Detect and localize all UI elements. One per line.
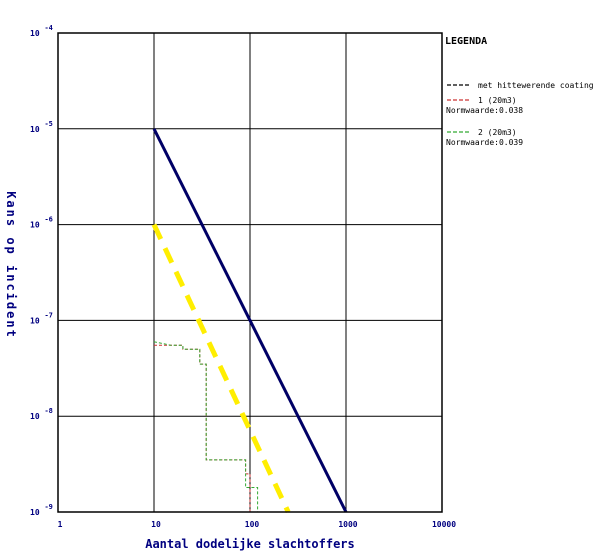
- y-axis-ticks: 10 -4 10 -5 10 -6 10 -7 10 -8 10 -9: [30, 24, 53, 517]
- y-axis-title: Kans op incident: [4, 191, 18, 339]
- legend-label: met hittewerende coating: [478, 81, 594, 90]
- y-tick-label: 10 -6: [30, 216, 53, 230]
- legend-label: 1 (20m3): [478, 96, 517, 105]
- y-tick-label: 10 -9: [30, 503, 53, 517]
- y-tick-label: 10 -4: [30, 24, 53, 38]
- plot-frame: [57, 32, 443, 513]
- reference-lines: [151, 128, 348, 514]
- legend-label: 2 (20m3): [478, 128, 517, 137]
- y-tick-label: 10 -7: [30, 311, 53, 325]
- legend-sublabel: Normwaarde:0.039: [446, 138, 523, 147]
- grid-lines: [58, 33, 442, 512]
- x-axis-title: Aantal dodelijke slachtoffers: [145, 537, 355, 551]
- norm-line: [152, 128, 348, 513]
- x-tick-label: 10000: [432, 520, 456, 529]
- legend: LEGENDA met hittewerende coating 1 (20m3)…: [445, 36, 594, 147]
- x-tick-label: 1000: [338, 520, 357, 529]
- legend-title: LEGENDA: [445, 36, 487, 47]
- norm-line-dashed: [151, 223, 291, 514]
- x-tick-label: 10: [151, 520, 161, 529]
- series-line-2: [153, 341, 259, 512]
- series-line-1: [154, 344, 251, 512]
- legend-sublabel: Normwaarde:0.038: [446, 106, 523, 115]
- y-tick-label: 10 -8: [30, 407, 53, 421]
- x-axis-ticks: 1 10 100 1000 10000: [58, 520, 457, 529]
- x-tick-label: 100: [245, 520, 260, 529]
- x-tick-label: 1: [58, 520, 63, 529]
- series-lines: [153, 341, 259, 512]
- y-tick-label: 10 -5: [30, 120, 53, 134]
